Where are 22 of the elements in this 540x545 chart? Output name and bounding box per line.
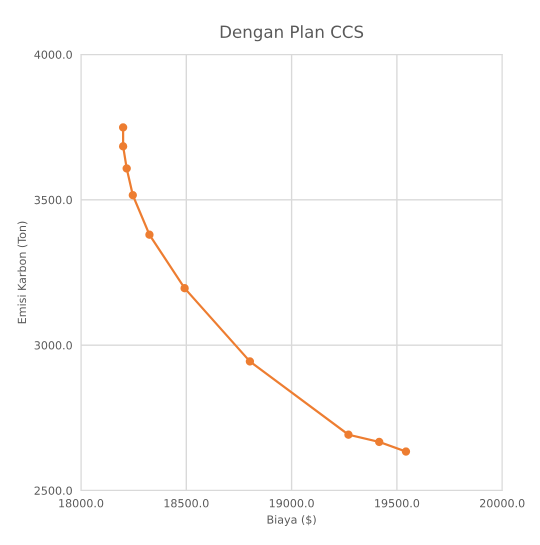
y-tick-label: 2500.0 bbox=[34, 486, 72, 495]
point bbox=[118, 123, 128, 132]
y-axis-title: Emisi Karbon (Ton) bbox=[17, 222, 28, 324]
point bbox=[118, 142, 128, 151]
point bbox=[344, 430, 353, 439]
x-tick-label: 18500.0 bbox=[164, 499, 209, 508]
y-tick-label: 3000.0 bbox=[34, 341, 72, 350]
x-tick-label: 20000.0 bbox=[480, 499, 524, 508]
x-axis-title: Biaya ($) bbox=[268, 515, 316, 526]
point bbox=[122, 164, 131, 173]
point bbox=[145, 230, 154, 239]
chart-title: Dengan Plan CCS bbox=[220, 25, 364, 42]
x-tick-label: 19500.0 bbox=[375, 499, 420, 508]
x-tick-label: 18000.0 bbox=[59, 499, 104, 508]
point bbox=[180, 284, 189, 292]
point bbox=[128, 191, 137, 200]
y-tick-label: 4000.0 bbox=[34, 50, 72, 59]
point bbox=[246, 357, 254, 366]
y-tick-label: 3500.0 bbox=[34, 196, 72, 204]
point bbox=[375, 438, 384, 446]
x-tick-label: 19000.0 bbox=[270, 499, 314, 508]
point bbox=[402, 447, 410, 456]
